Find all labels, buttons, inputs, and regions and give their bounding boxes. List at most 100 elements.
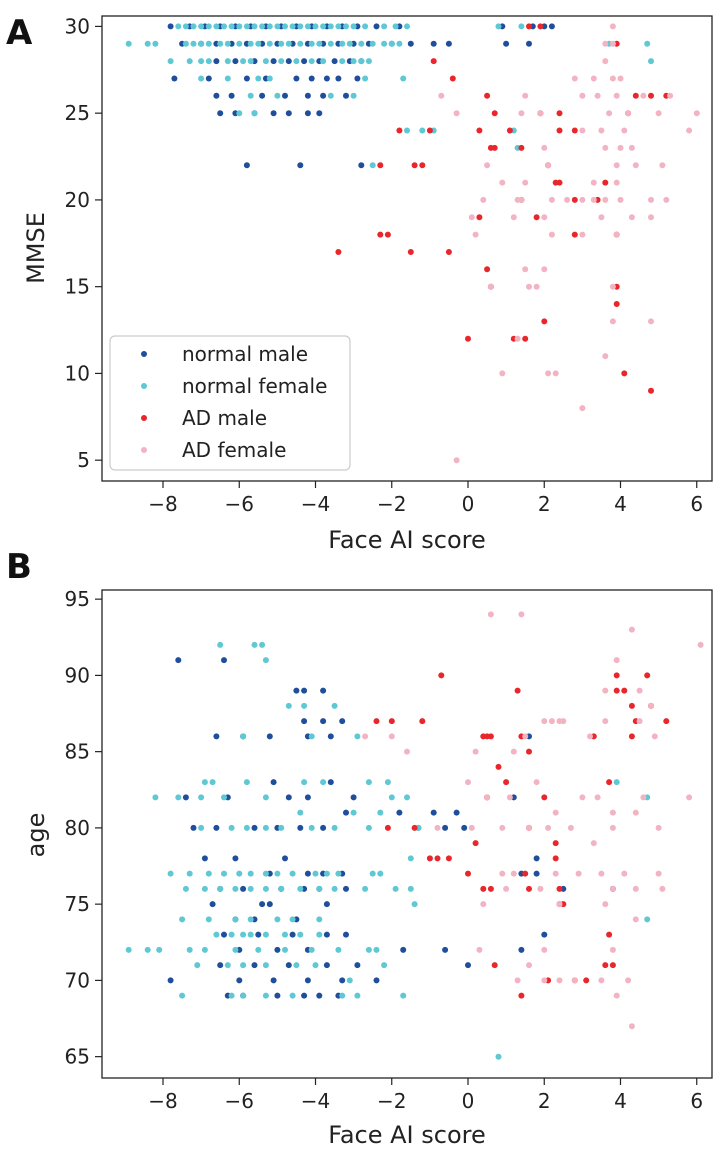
panel-a-point-normal-female	[320, 23, 327, 30]
panel-a-point-ad-female	[541, 266, 548, 273]
panel-a-point-ad-male	[476, 127, 483, 134]
panel-b-point-ad-male	[373, 718, 380, 725]
panel-b-point-normal-female	[179, 992, 186, 999]
panel-a-point-normal-male	[243, 75, 250, 82]
panel-b-point-normal-female	[644, 916, 651, 923]
panel-b-point-ad-male	[487, 885, 494, 892]
panel-a-point-ad-male	[556, 127, 563, 134]
panel-a-point-ad-male	[648, 387, 654, 394]
panel-b-point-ad-female	[697, 641, 704, 648]
panel-b-point-ad-female	[567, 824, 574, 831]
panel-a-point-ad-female	[518, 110, 525, 117]
panel-b-point-normal-female	[152, 794, 159, 801]
panel-b-point-normal-female	[262, 962, 269, 969]
panel-b-point-normal-female	[198, 824, 205, 831]
panel-a-point-ad-female	[648, 318, 654, 325]
panel-b-point-normal-female	[167, 870, 174, 877]
panel-a-point-normal-female	[327, 40, 334, 47]
panel-a-point-ad-female	[480, 196, 487, 203]
panel-b-point-ad-male	[419, 718, 426, 725]
panel-b-x-tick-label: 0	[462, 1089, 475, 1113]
panel-b-point-normal-female	[331, 885, 338, 892]
panel-b-point-normal-male	[213, 733, 220, 740]
panel-a-point-ad-female	[625, 110, 632, 117]
panel-a-point-ad-male	[571, 127, 578, 134]
panel-a-point-normal-female	[518, 23, 525, 30]
panel-a-point-normal-female	[308, 40, 315, 47]
panel-b-point-ad-female	[659, 885, 666, 892]
panel-a-y-tick-label: 20	[65, 188, 90, 212]
panel-a-point-ad-female	[602, 196, 609, 203]
panel-b-point-normal-female	[243, 824, 250, 831]
panel-a-y-tick-label: 10	[65, 361, 90, 385]
panel-a-point-ad-male	[571, 231, 578, 238]
panel-b-point-normal-female	[209, 779, 216, 786]
panel-a-point-ad-female	[659, 162, 666, 169]
panel-b-point-ad-female	[602, 718, 609, 725]
panel-a-point-ad-female	[522, 179, 529, 186]
panel-b-point-normal-female	[282, 946, 288, 953]
panel-a-x-tick-label: −8	[148, 492, 177, 516]
panel-a-point-normal-male	[217, 110, 224, 117]
panel-b-point-ad-female	[621, 870, 628, 877]
panel-a-point-ad-male	[541, 318, 548, 325]
panel-a-point-normal-female	[125, 40, 132, 47]
panel-b-point-normal-male	[442, 946, 449, 953]
panel-a-point-normal-female	[186, 58, 193, 65]
panel-a-point-ad-female	[514, 335, 521, 342]
panel-b-point-ad-female	[552, 809, 559, 816]
panel-a-x-tick-label: 2	[538, 492, 551, 516]
panel-a-point-normal-male	[282, 92, 288, 99]
panel-a-point-normal-female	[224, 40, 231, 47]
panel-a-point-ad-male	[377, 162, 384, 169]
panel-b-point-normal-male	[461, 824, 468, 831]
panel-b-point-normal-male	[270, 779, 277, 786]
panel-a-point-ad-female	[613, 162, 620, 169]
panel-a-point-normal-female	[495, 23, 502, 30]
panel-b-y-ticks: 65 70 75 80 85 90 95	[65, 587, 102, 1069]
panel-b-point-normal-male	[304, 977, 311, 984]
panel-a-point-ad-male	[632, 92, 639, 99]
panel-b-point-normal-female	[232, 885, 239, 892]
panel-b-point-normal-female	[156, 946, 163, 953]
panel-a-point-ad-female	[602, 40, 609, 47]
panel-b-point-ad-male	[583, 977, 590, 984]
panel-a-point-normal-female	[282, 23, 288, 30]
panel-a-point-ad-female	[609, 318, 616, 325]
panel-a-point-normal-male	[354, 75, 361, 82]
panel-a-point-normal-female	[289, 23, 296, 30]
panel-b-point-ad-female	[590, 840, 597, 847]
panel-b-point-normal-female	[407, 885, 414, 892]
panel-b-point-normal-male	[304, 870, 311, 877]
panel-b-point-normal-female	[350, 809, 357, 816]
panel-a-point-ad-male	[384, 231, 391, 238]
panel-a-point-normal-female	[205, 23, 212, 30]
panel-b-point-normal-female	[335, 946, 342, 953]
panel-b-point-normal-male	[251, 962, 258, 969]
panel-b-point-normal-male	[221, 931, 227, 938]
panel-a-point-ad-female	[613, 231, 620, 238]
panel-b-point-ad-female	[480, 901, 487, 908]
panel-a-point-normal-male	[320, 92, 327, 99]
panel-b-point-ad-male	[503, 779, 510, 786]
panel-b-point-ad-female	[518, 611, 525, 618]
panel-a-point-ad-female	[632, 162, 639, 169]
panel-a-point-normal-female	[320, 58, 327, 65]
panel-b-point-normal-female	[346, 977, 353, 984]
panel-b-point-ad-female	[510, 748, 517, 755]
panel-a-point-normal-male	[301, 58, 308, 65]
panel-b-point-normal-female	[282, 931, 288, 938]
panel-b-y-tick-label: 90	[65, 663, 90, 687]
panel-a-point-ad-female	[484, 162, 491, 169]
panel-b-x-tick-label: −6	[225, 1089, 254, 1113]
panel-b-point-ad-male	[556, 885, 563, 892]
panel-b-point-normal-male	[327, 779, 334, 786]
panel-b-point-normal-female	[331, 702, 338, 709]
panel-b-point-ad-female	[499, 870, 506, 877]
panel-b-point-normal-female	[384, 779, 391, 786]
panel-b-point-normal-female	[365, 824, 372, 831]
panel-a-point-ad-female	[602, 353, 609, 360]
panel-b-point-normal-female	[323, 870, 330, 877]
panel-a-x-tick-label: −4	[301, 492, 330, 516]
panel-b-point-normal-female	[186, 946, 193, 953]
